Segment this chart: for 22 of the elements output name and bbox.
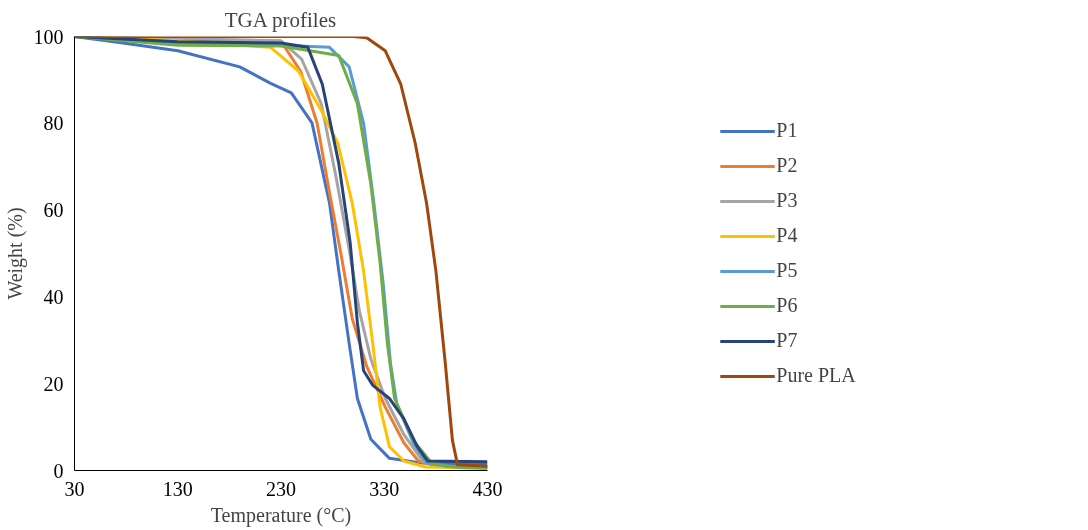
legend-label: P6 xyxy=(776,294,798,317)
y-axis-title: Weight (%) xyxy=(3,207,27,300)
y-tick-label: 20 xyxy=(43,372,64,395)
legend-label: P1 xyxy=(776,119,798,142)
y-tick-label: 100 xyxy=(33,25,64,48)
y-tick-label: 0 xyxy=(53,459,64,482)
x-tick-label: 30 xyxy=(64,477,85,500)
legend-label: P2 xyxy=(776,154,798,177)
x-tick-label: 330 xyxy=(369,477,400,500)
legend-label: P7 xyxy=(776,329,798,352)
chart-title: TGA profiles xyxy=(224,7,337,32)
y-tick-label: 60 xyxy=(43,199,64,222)
y-tick-label: 80 xyxy=(43,112,64,135)
legend-label: P4 xyxy=(776,224,798,247)
y-tick-label: 40 xyxy=(43,285,64,308)
x-tick-label: 130 xyxy=(162,477,193,500)
x-tick-label: 230 xyxy=(266,477,296,500)
legend-label: P5 xyxy=(776,259,798,282)
x-tick-label: 430 xyxy=(472,477,503,500)
x-axis-title: Temperature (°C) xyxy=(210,503,352,527)
legend-label: P3 xyxy=(776,189,798,212)
legend-label: Pure PLA xyxy=(776,364,856,387)
